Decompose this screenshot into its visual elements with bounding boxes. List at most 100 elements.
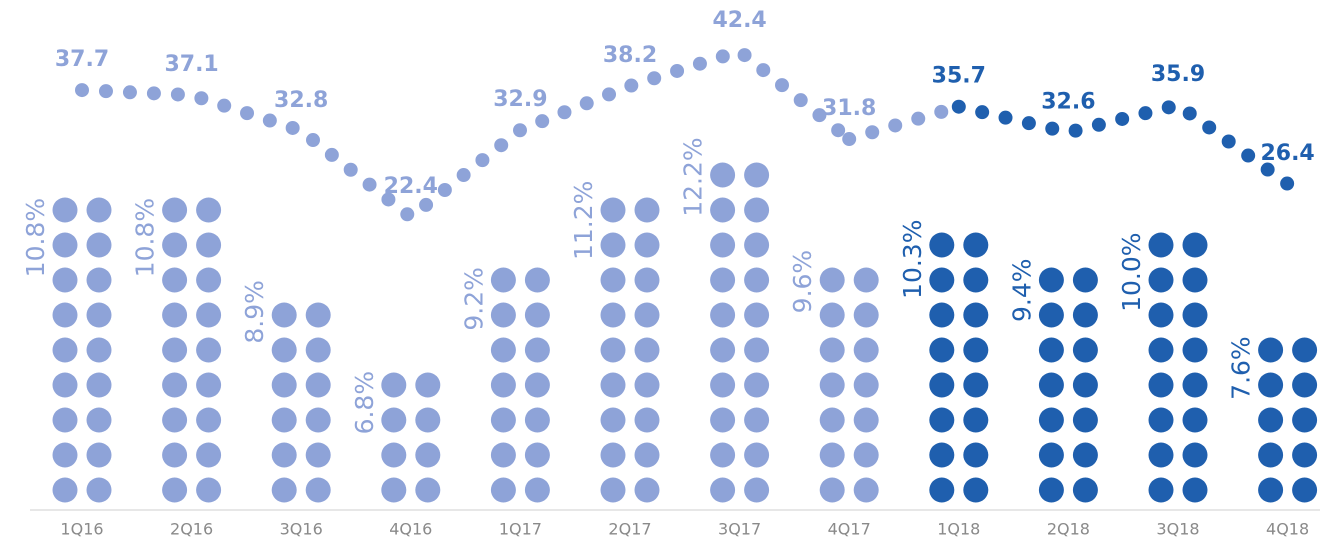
line-label: 26.4	[1260, 141, 1314, 166]
dot	[1182, 232, 1208, 258]
dot	[271, 442, 297, 468]
dot	[415, 372, 441, 398]
dot	[1072, 442, 1098, 468]
dot	[929, 477, 955, 503]
dot	[600, 372, 626, 398]
dot	[819, 442, 845, 468]
line-label: 42.4	[712, 8, 766, 33]
dot	[1148, 442, 1174, 468]
x-tick-label: 4Q17	[828, 520, 871, 539]
dot	[162, 407, 188, 433]
line-label: 37.7	[55, 47, 109, 72]
dot	[710, 162, 736, 188]
x-tick-label: 3Q18	[1156, 520, 1199, 539]
dot	[415, 407, 441, 433]
x-tick-label: 2Q16	[170, 520, 213, 539]
dot-bar	[1258, 337, 1318, 503]
dot	[710, 267, 736, 293]
x-tick-label: 2Q17	[608, 520, 651, 539]
dot	[52, 197, 78, 223]
dot	[819, 372, 845, 398]
dot-bar	[162, 197, 222, 503]
dot	[490, 477, 516, 503]
dot	[710, 232, 736, 258]
x-tick-label: 3Q16	[280, 520, 323, 539]
dot	[1258, 442, 1284, 468]
dot	[744, 477, 770, 503]
dot	[963, 407, 989, 433]
dot	[853, 442, 879, 468]
dot	[490, 337, 516, 363]
dot	[490, 302, 516, 328]
dot	[1038, 337, 1064, 363]
dot	[710, 477, 736, 503]
dot	[1072, 477, 1098, 503]
dot	[1182, 442, 1208, 468]
dot-bar	[490, 267, 550, 503]
dot	[490, 372, 516, 398]
dot	[600, 302, 626, 328]
dot	[86, 197, 112, 223]
dot	[1258, 337, 1284, 363]
bar-label: 9.6%	[788, 250, 817, 314]
dot	[415, 477, 441, 503]
dot	[196, 442, 222, 468]
dot	[929, 302, 955, 328]
dotted-line	[75, 43, 857, 227]
dot	[1258, 372, 1284, 398]
dot	[853, 407, 879, 433]
dot	[600, 232, 626, 258]
dot	[634, 337, 660, 363]
dot	[305, 407, 331, 433]
dot	[1072, 407, 1098, 433]
dot	[929, 337, 955, 363]
x-tick-label: 2Q18	[1047, 520, 1090, 539]
dot	[1072, 337, 1098, 363]
line-label: 32.8	[274, 88, 328, 113]
dot-bar	[1148, 232, 1208, 503]
dot	[1258, 407, 1284, 433]
dot	[929, 372, 955, 398]
dot	[634, 197, 660, 223]
x-tick-label: 4Q18	[1266, 520, 1309, 539]
dot	[381, 477, 407, 503]
dot	[634, 232, 660, 258]
dot	[819, 302, 845, 328]
dot-bar	[1038, 267, 1098, 503]
dot	[162, 442, 188, 468]
dot	[490, 442, 516, 468]
dot	[929, 442, 955, 468]
dot	[1072, 267, 1098, 293]
dot	[196, 302, 222, 328]
line-label: 37.1	[164, 52, 218, 77]
bar-label: 10.8%	[131, 198, 160, 277]
dot	[853, 337, 879, 363]
dot	[634, 477, 660, 503]
dot	[305, 372, 331, 398]
bar-label: 10.0%	[1117, 233, 1146, 312]
dot	[52, 477, 78, 503]
dot	[853, 302, 879, 328]
dot	[963, 232, 989, 258]
x-tick-label: 3Q17	[718, 520, 761, 539]
dot	[524, 442, 550, 468]
x-tick-label: 4Q16	[389, 520, 432, 539]
dot	[271, 477, 297, 503]
dot	[162, 477, 188, 503]
dot	[196, 267, 222, 293]
dot	[1038, 267, 1064, 293]
dot	[86, 407, 112, 433]
dot	[305, 477, 331, 503]
dot	[1148, 232, 1174, 258]
dot	[52, 302, 78, 328]
dot	[710, 372, 736, 398]
dot	[1038, 407, 1064, 433]
dot	[524, 337, 550, 363]
dot	[744, 302, 770, 328]
dot	[1072, 302, 1098, 328]
dot	[744, 267, 770, 293]
dot	[1182, 407, 1208, 433]
dot	[1038, 442, 1064, 468]
dot	[744, 372, 770, 398]
line-label: 35.7	[932, 64, 986, 89]
